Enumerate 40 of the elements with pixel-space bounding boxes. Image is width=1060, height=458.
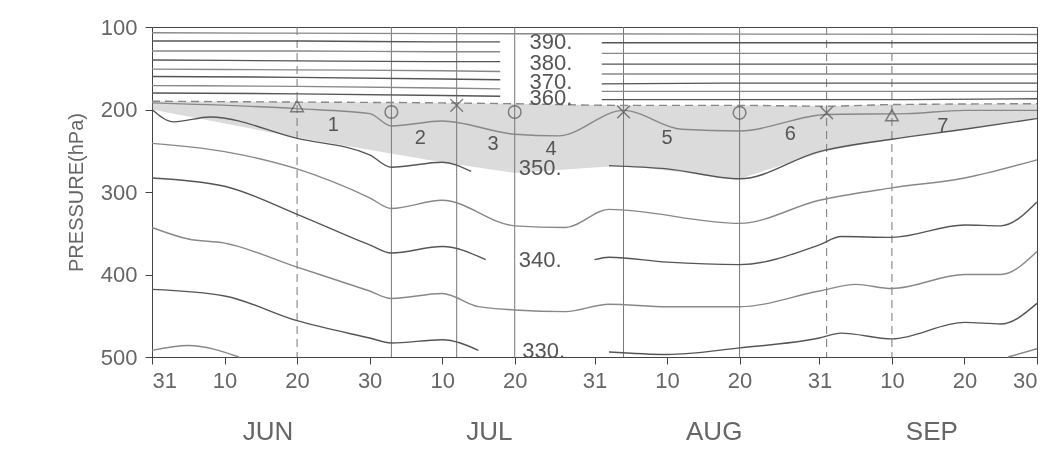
text: AUG [686, 416, 743, 446]
x-tick-label: 30 [357, 367, 383, 393]
x-tick-label: 10 [880, 367, 905, 393]
text: SEP [905, 416, 958, 446]
x-tick-label: 20 [727, 367, 753, 393]
y-tick-label: 200 [100, 97, 138, 122]
text: JUL [466, 416, 513, 446]
annotation: 3 [487, 132, 499, 155]
series-label: 340. [518, 246, 562, 272]
y-tick-label: 500 [100, 344, 138, 370]
point [507, 104, 522, 120]
text: JUN [242, 416, 294, 446]
x-tick-label: 10 [430, 367, 455, 393]
line-series [151, 226, 1038, 313]
y-tick-label: 400 [100, 262, 138, 287]
x-tick-label: 20 [285, 367, 310, 393]
annotation: 5 [661, 126, 673, 149]
x-tick-label: 31 [582, 367, 608, 393]
annotation: 7 [937, 113, 949, 136]
y-tick-label: 300 [100, 179, 138, 205]
point [290, 99, 305, 113]
x-tick-label: 31 [152, 367, 177, 393]
x-tick-label: 10 [655, 367, 680, 393]
x-tick-label: 20 [502, 367, 528, 393]
point [819, 105, 834, 120]
series-label: 330. [522, 338, 566, 364]
x-tick-label: 30 [1013, 367, 1038, 393]
annotation: 2 [414, 125, 426, 148]
point [732, 105, 747, 120]
point [449, 98, 464, 113]
point [884, 109, 899, 122]
y-axis-title: PRESSURE(hPa) [64, 113, 87, 272]
annotation: 6 [784, 122, 796, 145]
annotation: 1 [327, 113, 339, 136]
y-tick-label: 100 [100, 14, 138, 40]
point [616, 104, 631, 120]
x-tick-label: 20 [952, 367, 978, 393]
x-tick-label: 31 [807, 367, 833, 393]
point [384, 104, 399, 120]
x-tick-label: 10 [212, 367, 238, 393]
